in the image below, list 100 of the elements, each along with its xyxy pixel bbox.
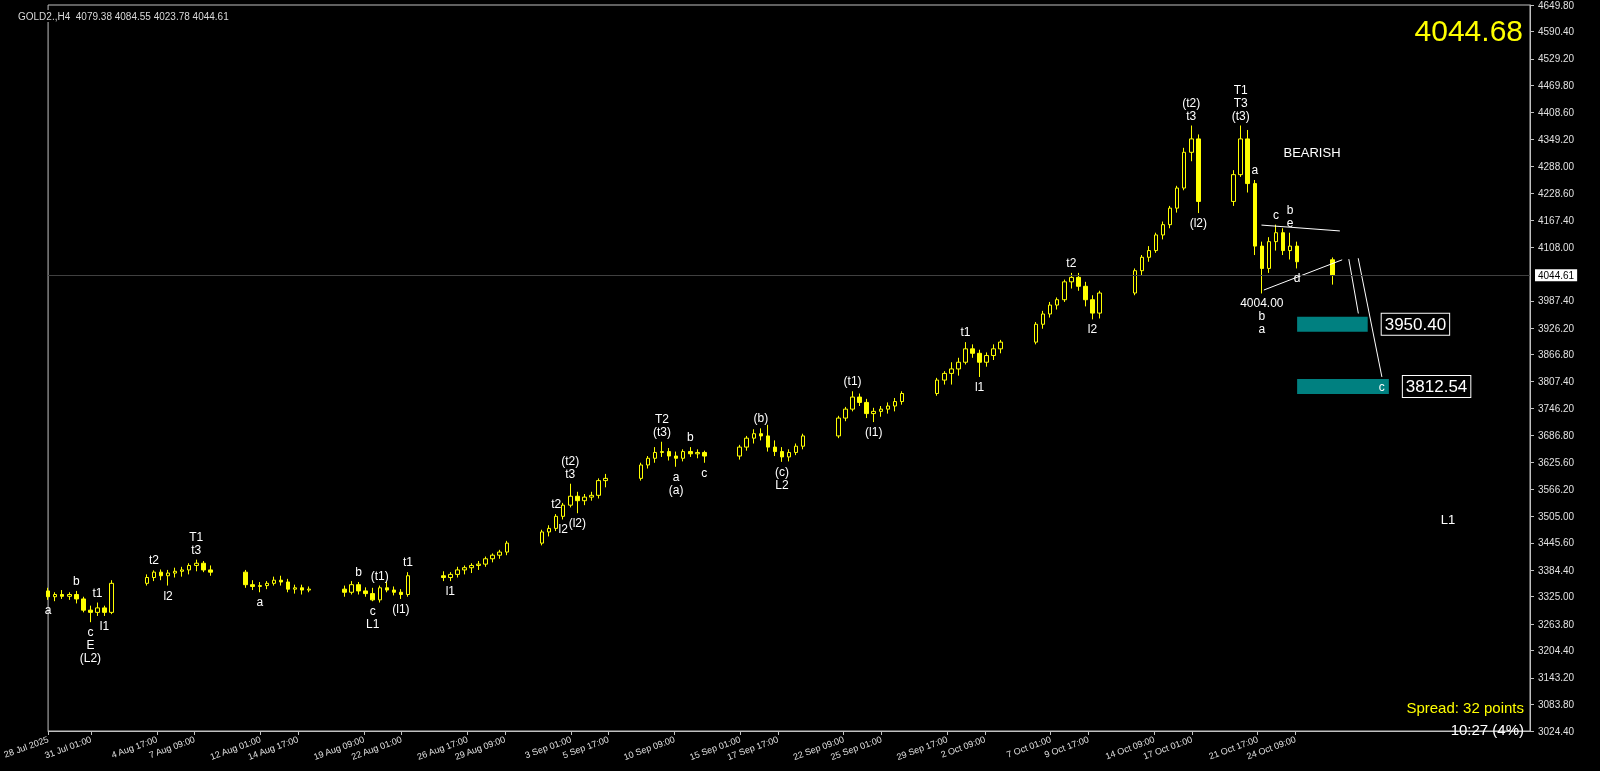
annotation: l1 (99, 618, 110, 633)
candlestick (956, 357, 961, 377)
candlestick (378, 585, 382, 604)
candlestick (660, 441, 664, 458)
annotation: b (355, 564, 363, 579)
annotation: T1 (189, 529, 204, 544)
y-tick-label: 4167.40 (1538, 214, 1575, 226)
annotation: (t1) (370, 568, 389, 583)
y-tick-label: 3204.40 (1538, 645, 1575, 657)
candlestick (942, 370, 947, 386)
annotation: (a) (668, 482, 684, 497)
candlestick (1288, 232, 1292, 261)
y-tick-label: 3866.80 (1538, 349, 1575, 361)
candlestick (984, 351, 989, 368)
candlestick (272, 576, 276, 587)
annotation: T1 (1233, 82, 1248, 97)
y-tick-label: 3263.80 (1538, 618, 1575, 630)
candlestick (688, 446, 693, 458)
annotation: l2 (163, 588, 174, 603)
annotation: t2 (148, 553, 160, 568)
candlestick (286, 578, 290, 593)
y-tick-label: 3143.20 (1538, 672, 1575, 684)
annotation: t3 (191, 542, 202, 557)
y-tick-label: 4228.60 (1538, 187, 1575, 199)
candlestick (900, 390, 904, 406)
candlestick (893, 397, 897, 412)
candlestick (356, 581, 361, 595)
annotation: c (1378, 379, 1385, 394)
annotation: l2 (558, 522, 569, 537)
candlestick (505, 540, 509, 556)
y-tick-label: 4590.40 (1538, 26, 1575, 38)
candlestick (109, 579, 114, 615)
candlestick (159, 568, 163, 581)
candlestick (349, 580, 354, 595)
candlestick (279, 575, 283, 587)
candlestick (568, 483, 573, 508)
candlestick (342, 585, 347, 598)
candlestick (1140, 254, 1144, 276)
y-tick-label: 3024.40 (1538, 725, 1575, 737)
candlestick (293, 584, 297, 595)
candlestick (363, 586, 368, 598)
annotation: c (87, 625, 94, 640)
candlestick (1069, 272, 1074, 290)
candlestick (554, 513, 558, 532)
candlestick (864, 398, 869, 419)
candlestick (1175, 185, 1179, 214)
y-tick-label: 3926.20 (1538, 322, 1575, 334)
candlestick (1260, 241, 1264, 294)
candlestick (977, 349, 982, 378)
y-tick-label: 4529.20 (1538, 53, 1575, 65)
candlestick (850, 390, 855, 412)
annotation: c (701, 465, 708, 480)
annotation: T3 (1233, 95, 1248, 110)
candlestick (561, 502, 565, 520)
candlestick (399, 588, 403, 600)
annotation: (t2) (1182, 95, 1201, 110)
candlestick (575, 491, 580, 514)
candlestick (392, 585, 396, 596)
y-tick-label: 3686.80 (1538, 429, 1575, 441)
candlestick (702, 450, 707, 464)
candlestick (695, 448, 700, 459)
annotation: b (72, 573, 80, 588)
x-tick-label: 10 Sep 09:00 (622, 734, 677, 763)
candlestick (787, 448, 791, 462)
candlestick (653, 446, 657, 464)
candlestick (1147, 245, 1151, 263)
y-tick-label: 3325.00 (1538, 591, 1575, 603)
candlestick (67, 591, 72, 601)
candlestick (1034, 321, 1038, 345)
annotation: (l1) (865, 425, 883, 440)
candlestick (258, 581, 262, 593)
candlestick (1274, 224, 1278, 252)
candlestick (801, 433, 805, 450)
annotation: (t3) (653, 424, 672, 439)
annotation: (t3) (1231, 108, 1250, 123)
candlestick (194, 559, 199, 572)
candlestick (1168, 205, 1172, 229)
candlestick (497, 549, 502, 560)
candlestick (596, 477, 601, 499)
y-tick-label: 4349.20 (1538, 133, 1575, 145)
candlestick (102, 605, 107, 617)
annotation: a (672, 469, 680, 484)
annotation: c (1272, 207, 1279, 222)
candlestick (385, 581, 389, 593)
candlestick (1196, 133, 1201, 214)
y-tick-label: 3987.40 (1538, 295, 1575, 307)
candlestick (88, 605, 93, 623)
candlestick (1267, 236, 1271, 274)
candlestick (991, 343, 996, 361)
annotation: 4004.00 (1240, 296, 1284, 311)
candlestick (1154, 232, 1158, 254)
candlestick (1161, 221, 1165, 240)
candlestick (81, 596, 86, 613)
chart-subtitle: 4044.68 (1414, 13, 1524, 47)
annotation: b (1258, 309, 1266, 324)
candlestick (970, 343, 975, 359)
y-tick-label: 3566.20 (1538, 483, 1575, 495)
annotation: t1 (402, 555, 414, 570)
candlestick (949, 361, 954, 386)
candlestick (681, 448, 685, 462)
